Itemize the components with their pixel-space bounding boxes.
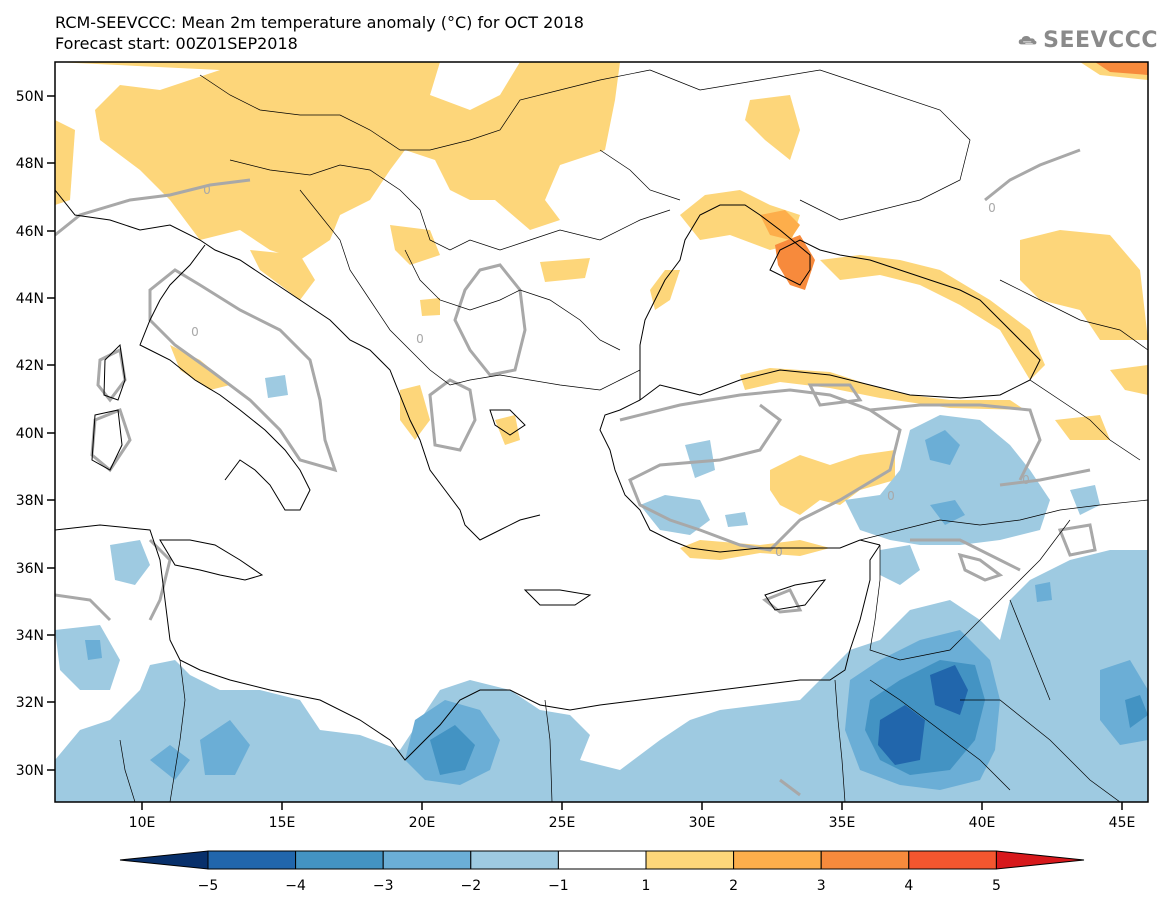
seevccc-logo: SEEVCCC <box>1018 22 1158 58</box>
lat-tick-label: 34N <box>16 628 44 644</box>
colorbar-label: −2 <box>460 878 481 894</box>
colorbar-segment <box>295 850 384 870</box>
colorbar <box>119 850 1085 870</box>
lat-tick-label: 42N <box>16 358 44 374</box>
contour-label: 0 <box>887 489 895 503</box>
contour-label: 0 <box>988 201 996 215</box>
colorbar-arrow-high <box>995 850 1085 870</box>
colorbar-segment <box>645 850 735 870</box>
lon-tick-label: 20E <box>409 815 436 831</box>
colorbar-labels: −5 −4 −3 −2 −1 1 2 3 4 5 <box>198 878 1001 894</box>
colorbar-segment <box>733 850 822 870</box>
lat-tick-label: 32N <box>16 695 44 711</box>
colorbar-label: 4 <box>904 878 913 894</box>
colorbar-segment <box>470 850 559 870</box>
colorbar-label: 3 <box>817 878 826 894</box>
negative-anomaly-fields <box>55 375 1148 802</box>
coastlines <box>55 189 1041 761</box>
latitude-labels: 50N 48N 46N 44N 42N 40N 38N 36N 34N 32N … <box>16 89 44 779</box>
colorbar-label: 5 <box>992 878 1001 894</box>
colorbar-label: −4 <box>285 878 306 894</box>
colorbar-segment <box>557 850 647 870</box>
country-borders <box>119 69 1148 802</box>
colorbar-label: 2 <box>729 878 738 894</box>
contour-label: 0 <box>203 183 211 197</box>
lat-tick-label: 46N <box>16 224 44 240</box>
lat-tick-label: 44N <box>16 291 44 307</box>
zero-contour-lines <box>55 148 1097 797</box>
lon-tick-label: 15E <box>269 815 296 831</box>
lat-tick-label: 30N <box>16 763 44 779</box>
contour-label: 0 <box>1022 473 1030 487</box>
longitude-axis <box>141 802 1123 810</box>
colorbar-label: −3 <box>373 878 394 894</box>
map-frame <box>54 61 1149 803</box>
colorbar-label: 1 <box>642 878 651 894</box>
colorbar-segment <box>207 850 297 870</box>
colorbar-segment <box>382 850 472 870</box>
lon-tick-label: 25E <box>549 815 576 831</box>
lon-tick-label: 40E <box>969 815 996 831</box>
colorbar-label: −5 <box>198 878 219 894</box>
logo-text: SEEVCCC <box>1043 27 1158 53</box>
positive-anomaly-fields-strong <box>760 62 1148 290</box>
colorbar-segment <box>908 850 997 870</box>
lon-tick-label: 45E <box>1109 815 1136 831</box>
colorbar-segment <box>820 850 910 870</box>
lat-tick-label: 48N <box>16 156 44 172</box>
lon-tick-label: 35E <box>829 815 856 831</box>
lat-tick-label: 40N <box>16 426 44 442</box>
zero-contour-labels: 0 0 0 0 0 0 0 <box>191 183 1030 559</box>
colorbar-label: −1 <box>548 878 569 894</box>
lat-tick-label: 50N <box>16 89 44 105</box>
map-plot: 0 0 0 0 0 0 0 <box>55 62 1148 802</box>
latitude-axis <box>47 95 55 771</box>
longitude-labels: 10E 15E 20E 25E 30E 35E 40E 45E <box>129 815 1136 831</box>
forecast-start-label: Forecast start: 00Z01SEP2018 <box>55 34 298 53</box>
map-title: RCM-SEEVCCC: Mean 2m temperature anomaly… <box>55 13 584 32</box>
lat-tick-label: 38N <box>16 493 44 509</box>
contour-label: 0 <box>416 332 424 346</box>
contour-label: 0 <box>191 325 199 339</box>
lon-tick-label: 30E <box>689 815 716 831</box>
colorbar-arrow-low <box>119 850 209 870</box>
lon-tick-label: 10E <box>129 815 156 831</box>
cloud-icon <box>1018 35 1037 45</box>
lat-tick-label: 36N <box>16 561 44 577</box>
contour-label: 0 <box>775 545 783 559</box>
